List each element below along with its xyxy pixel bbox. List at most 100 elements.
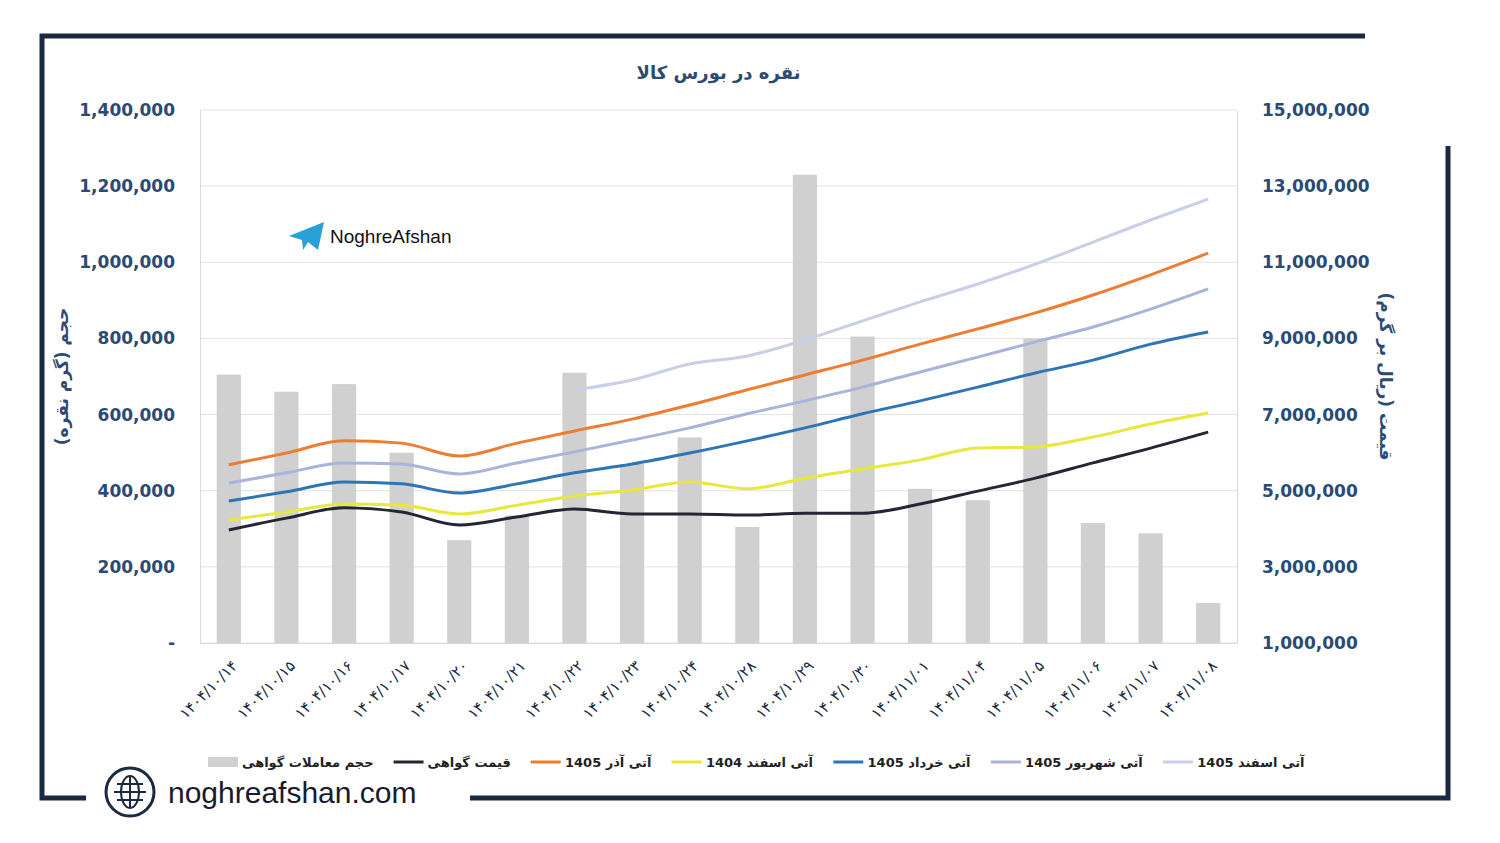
tick-label: ۱۴۰۴/۱۰/۲۲ bbox=[522, 657, 587, 722]
tick-label: ۱۴۰۴/۱۱/۰۶ bbox=[1040, 657, 1105, 722]
tick-label: ۱۴۰۴/۱۱/۰۵ bbox=[982, 657, 1047, 722]
tick-label: 15,000,000 bbox=[1262, 100, 1370, 120]
tick: 15,000,000 bbox=[1237, 100, 1370, 120]
legend: حجم معاملات گواهی قیمت گواهی آتی آذر 1405 آ… bbox=[208, 754, 1305, 770]
tick-label: 1,000,000 bbox=[79, 252, 175, 272]
bar bbox=[390, 453, 414, 643]
tick: 1,400,000 bbox=[79, 100, 200, 120]
y-axis-title: حجم (گرم نقره) bbox=[52, 308, 73, 445]
tick: ۱۴۰۴/۱۰/۱۵ bbox=[234, 643, 299, 722]
tick: ۱۴۰۴/۱۰/۱۷ bbox=[349, 643, 414, 722]
y2-axis-title: قیمت (ریال بر گرم) bbox=[1375, 293, 1396, 461]
chart: نقره در بورس کالا - 200,000 400,000 600,000 8… bbox=[0, 0, 1500, 843]
globe-icon bbox=[106, 768, 154, 816]
y2-axis: 1,000,0003,000,0005,000,0007,000,0009,00… bbox=[1237, 100, 1370, 653]
legend-item: آتی شهریور 1405 bbox=[991, 754, 1144, 770]
tick-label: 11,000,000 bbox=[1262, 252, 1370, 272]
tick: 1,000,000 bbox=[79, 252, 200, 272]
legend-swatch bbox=[531, 761, 561, 764]
tick-label: 800,000 bbox=[98, 328, 176, 348]
tick-label: ۱۴۰۴/۱۰/۲۳ bbox=[579, 657, 644, 722]
bar bbox=[505, 515, 529, 643]
annotation: NoghreAfshan bbox=[330, 226, 451, 247]
axis-line bbox=[201, 643, 1238, 644]
tick: 7,000,000 bbox=[1237, 405, 1358, 425]
bar bbox=[908, 489, 932, 643]
tick: 600,000 bbox=[98, 405, 200, 425]
tick: ۱۴۰۴/۱۱/۰۴ bbox=[925, 643, 990, 722]
frame bbox=[42, 36, 1448, 798]
axis-line bbox=[200, 111, 201, 644]
tick: ۱۴۰۴/۱۰/۱۴ bbox=[176, 643, 241, 722]
tick-label: 9,000,000 bbox=[1262, 328, 1358, 348]
tick-label: 600,000 bbox=[98, 405, 176, 425]
legend-swatch bbox=[672, 761, 702, 764]
legend-item: حجم معاملات گواهی bbox=[208, 755, 374, 770]
bar bbox=[217, 375, 241, 643]
bar bbox=[966, 500, 990, 643]
title: نقره در بورس کالا bbox=[637, 62, 801, 84]
legend-item: قیمت گواهی bbox=[394, 755, 511, 770]
tick-label: 200,000 bbox=[98, 557, 176, 577]
legend-item: آتی اسفند 1404 bbox=[672, 754, 814, 770]
tick: 1,200,000 bbox=[79, 176, 200, 196]
tick-label: 3,000,000 bbox=[1262, 557, 1358, 577]
tick-label: 7,000,000 bbox=[1262, 405, 1358, 425]
bar bbox=[678, 437, 702, 643]
tick-label: - bbox=[168, 633, 175, 653]
annotation: noghreafshan.com bbox=[168, 776, 417, 809]
tick-label: ۱۴۰۴/۱۰/۲۹ bbox=[752, 657, 817, 722]
bar bbox=[332, 384, 356, 643]
tick: 3,000,000 bbox=[1237, 557, 1358, 577]
tick-label: ۱۴۰۴/۱۰/۲۰ bbox=[406, 657, 471, 722]
legend-label: آتی اسفند 1404 bbox=[706, 754, 814, 770]
legend-swatch bbox=[1163, 761, 1193, 764]
tick: ۱۴۰۴/۱۰/۲۸ bbox=[694, 643, 759, 722]
bar bbox=[1138, 533, 1162, 643]
telegram-label: NoghreAfshan bbox=[289, 222, 451, 250]
legend-item: آتی اسفند 1405 bbox=[1163, 754, 1305, 770]
tick: - bbox=[168, 633, 200, 653]
footer: noghreafshan.com bbox=[106, 768, 417, 816]
tick-label: ۱۴۰۴/۱۰/۱۶ bbox=[291, 657, 356, 722]
tick: ۱۴۰۴/۱۰/۲۰ bbox=[406, 643, 471, 722]
tick: 9,000,000 bbox=[1237, 328, 1358, 348]
line bbox=[229, 413, 1208, 520]
x-axis: ۱۴۰۴/۱۰/۱۴۱۴۰۴/۱۰/۱۵۱۴۰۴/۱۰/۱۶۱۴۰۴/۱۰/۱۷… bbox=[176, 643, 1238, 722]
legend-item: آتی خرداد 1405 bbox=[833, 754, 971, 770]
tick-label: ۱۴۰۴/۱۱/۰۷ bbox=[1098, 657, 1163, 722]
grid-line bbox=[200, 186, 1237, 187]
tick-label: ۱۴۰۴/۱۰/۲۸ bbox=[694, 657, 759, 722]
tick: ۱۴۰۴/۱۰/۲۹ bbox=[752, 643, 817, 722]
bar bbox=[447, 540, 471, 643]
tick-label: 400,000 bbox=[98, 481, 176, 501]
legend-label: آتی آذر 1405 bbox=[565, 754, 652, 770]
tick-label: 13,000,000 bbox=[1262, 176, 1370, 196]
tick: ۱۴۰۴/۱۰/۲۳ bbox=[579, 643, 644, 722]
tick: 11,000,000 bbox=[1237, 252, 1370, 272]
legend-swatch bbox=[833, 761, 863, 764]
tick: ۱۴۰۴/۱۰/۳۰ bbox=[810, 643, 875, 722]
tick: ۱۴۰۴/۱۱/۰۵ bbox=[982, 643, 1047, 722]
tick: ۱۴۰۴/۱۱/۰۶ bbox=[1040, 643, 1105, 722]
tick: 1,000,000 bbox=[1237, 633, 1358, 653]
tick-label: 1,200,000 bbox=[79, 176, 175, 196]
bar bbox=[1081, 523, 1105, 643]
legend-label: آتی شهریور 1405 bbox=[1025, 754, 1143, 770]
tick: ۱۴۰۴/۱۱/۰۸ bbox=[1155, 643, 1220, 722]
line bbox=[574, 199, 1208, 390]
tick-label: ۱۴۰۴/۱۱/۰۴ bbox=[925, 657, 990, 722]
legend-swatch bbox=[991, 761, 1021, 764]
telegram-icon bbox=[289, 222, 324, 250]
grid-line bbox=[200, 338, 1237, 339]
legend-item: آتی آذر 1405 bbox=[531, 754, 652, 770]
line bbox=[229, 289, 1208, 483]
legend-label: قیمت گواهی bbox=[428, 755, 511, 770]
legend-label: حجم معاملات گواهی bbox=[242, 755, 374, 770]
legend-label: آتی خرداد 1405 bbox=[868, 754, 972, 770]
tick-label: ۱۴۰۴/۱۰/۲۱ bbox=[464, 657, 529, 722]
bar bbox=[1196, 603, 1220, 643]
tick-label: ۱۴۰۴/۱۰/۲۴ bbox=[637, 657, 702, 722]
plot bbox=[217, 175, 1221, 643]
tick: 800,000 bbox=[98, 328, 200, 348]
